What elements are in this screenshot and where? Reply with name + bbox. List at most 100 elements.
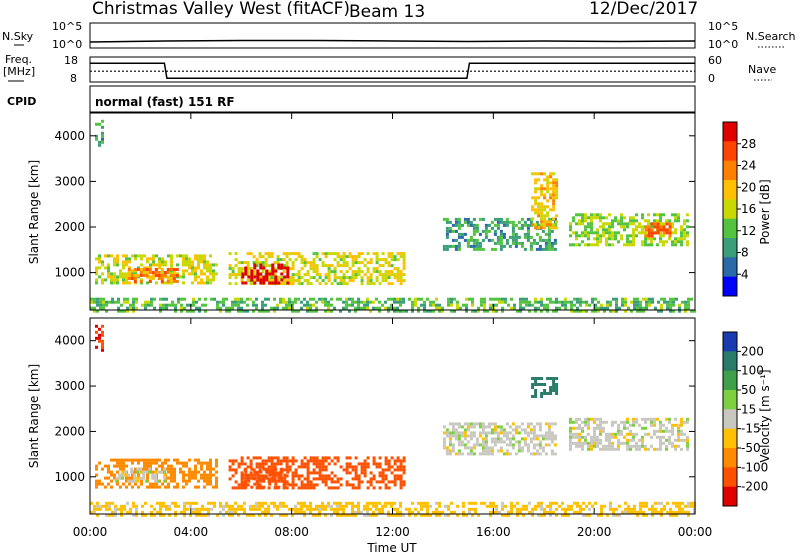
scatter-cell-region-1 [95,467,98,471]
scatter-cell-region-8 [633,510,636,514]
scatter-cell-region-5 [454,217,458,221]
scatter-cell-region-9 [315,300,318,304]
colorbar-segment [723,448,737,468]
scatter-cell-region-3 [360,261,364,265]
scatter-cell-region-3 [351,465,355,469]
scatter-cell-region-6 [537,383,541,386]
scatter-cell-region-3 [333,252,337,256]
scatter-cell-region-9 [294,300,297,304]
scatter-cell-region-5 [490,238,494,242]
scatter-cell-region-9 [282,300,285,304]
scatter-cell-region-5 [487,449,491,453]
scatter-cell-region-5 [445,449,449,453]
scatter-cell-region-5 [469,446,473,450]
scatter-cell-region-3 [300,480,304,484]
scatter-cell-region-8 [444,504,447,508]
scatter-cell-region-3 [351,486,355,490]
scatter-cell-region-7 [620,429,623,433]
scatter-cell-region-8 [126,501,129,505]
colorbar-segment [723,332,737,352]
scatter-cell-region-8 [390,513,393,517]
scatter-cell-region-7 [650,240,653,244]
scatter-cell-region-6 [537,205,541,209]
scatter-cell-region-7 [575,420,578,424]
scatter-cell-region-5 [469,437,473,441]
scatter-cell-region-5 [502,440,506,444]
scatter-cell-region-8 [279,513,282,517]
scatter-cell-region-1 [164,260,167,264]
scatter-cell-region-8 [588,513,591,517]
scatter-cell-region-7 [677,426,680,430]
scatter-cell-region-1 [185,479,188,483]
scatter-cell-region-7 [644,444,647,448]
scatter-cell-region-3 [324,255,328,259]
scatter-cell-region-9 [525,297,528,301]
scatter-cell-region-5 [523,220,527,224]
scatter-cell-region-1 [212,269,215,273]
scatter-cell-region-5 [544,452,548,456]
scatter-cell-region-7 [605,216,608,220]
scatter-cell-region-9 [396,297,399,301]
scatter-cell-region-1 [188,260,191,264]
scatter-cell-region-2 [163,479,167,483]
scatter-cell-region-7 [641,438,644,442]
scatter-cell-region-1 [119,275,122,279]
scatter-cell-region-9 [468,297,471,301]
scatter-cell-region-9 [483,303,486,307]
scatter-cell-region-8 [390,501,393,505]
scatter-cell-region-8 [195,510,198,514]
scatter-cell-region-6 [552,380,556,383]
scatter-cell-region-5 [487,446,491,450]
scatter-cell-region-7 [635,441,638,445]
scatter-cell-region-8 [522,513,525,517]
scatter-cell-region-5 [481,238,485,242]
scatter-cell-region-7 [686,444,689,448]
scatter-cell-region-3 [306,261,310,265]
scatter-cell-region-1 [134,458,137,462]
scatter-cell-region-5 [514,244,518,248]
scatter-cell-region-6 [549,187,553,191]
scatter-cell-region-7 [659,219,662,223]
scatter-cell-region-8 [414,513,417,517]
scatter-cell-region-9 [102,306,105,310]
scatter-cell-region-5 [442,244,446,248]
scatter-cell-region-7 [665,447,668,451]
scatter-cell-region-5 [550,422,554,426]
scatter-cell-region-1 [203,461,206,465]
scatter-cell-region-1 [206,467,209,471]
scatter-cell-region-7 [572,219,575,223]
scatter-cell-region-9 [693,309,696,313]
scatter-cell-region-9 [684,300,687,304]
scatter-cell-region-8 [144,501,147,505]
scatter-cell-region-7 [674,237,677,241]
scatter-cell-region-5 [493,440,497,444]
scatter-cell-region-7 [659,216,662,220]
scatter-cell-region-3 [390,273,394,277]
scatter-cell-region-1 [152,263,155,267]
scatter-cell-region-3 [330,270,334,274]
scatter-cell-region-7 [680,438,683,442]
scatter-cell-region-3 [336,282,340,286]
scatter-cell-region-3 [285,480,289,484]
scatter-cell-region-9 [630,300,633,304]
scatter-cell-region-1 [167,278,170,282]
scatter-cell-region-9 [534,297,537,301]
scatter-cell-region-7 [677,432,680,436]
scatter-cell-region-8 [615,513,618,517]
scatter-cell-region-2 [160,470,164,474]
scatter-cell-region-1 [194,470,197,474]
scatter-cell-region-7 [677,240,680,244]
scatter-cell-region-7 [659,423,662,427]
scatter-cell-region-9 [330,303,333,307]
scatter-cell-region-8 [471,507,474,511]
scatter-cell-region-3 [360,270,364,274]
scatter-cell-region-3 [345,456,349,460]
scatter-cell-region-7 [623,426,626,430]
scatter-cell-region-7 [629,216,632,220]
scatter-cell-region-8 [366,507,369,511]
scatter-cell-region-5 [514,241,518,245]
scatter-cell-region-6 [552,377,556,380]
scatter-cell-region-9 [531,303,534,307]
scatter-cell-region-1 [101,281,104,285]
scatter-cell-region-3 [381,273,385,277]
